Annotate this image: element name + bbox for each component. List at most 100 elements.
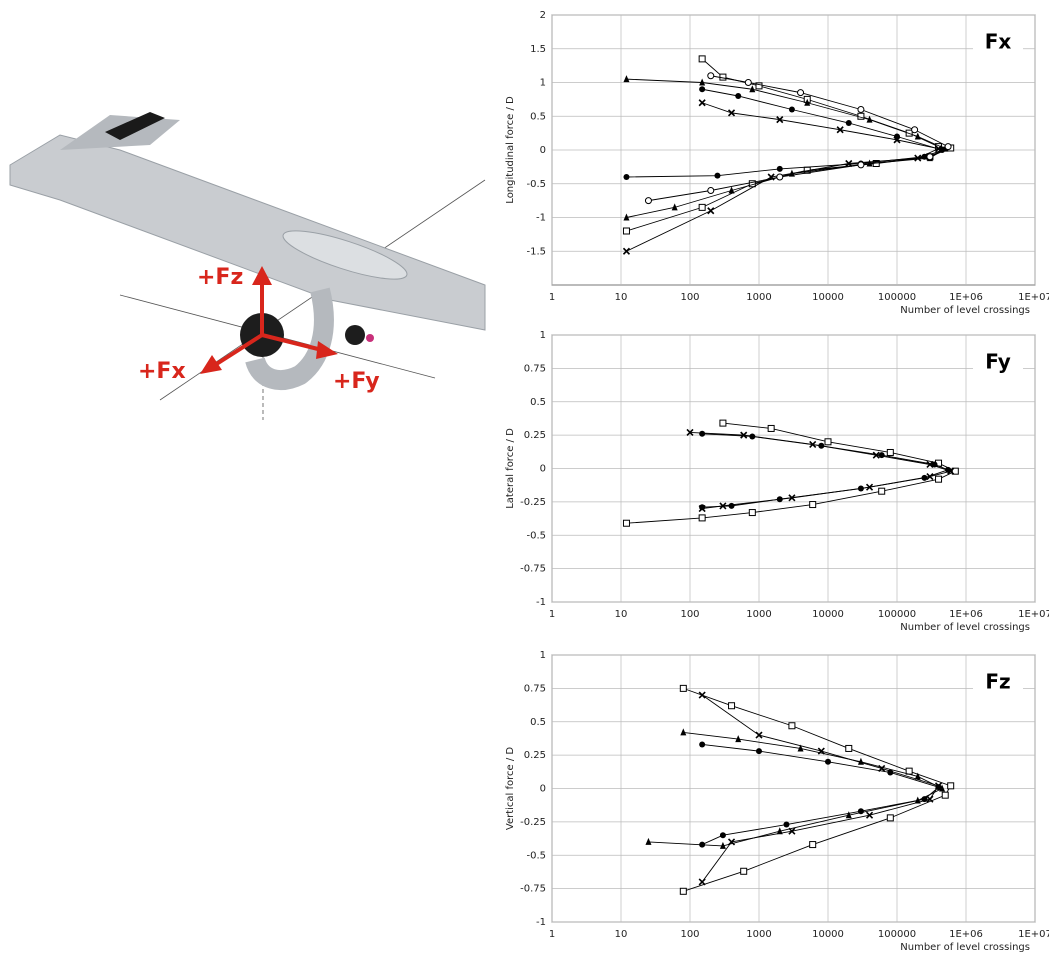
y-tick-label: -1: [536, 917, 546, 928]
y-tick-label: 0.25: [524, 430, 546, 441]
y-tick-label: -1: [536, 213, 546, 224]
x-tick-label: 1: [549, 609, 555, 620]
y-axis-label: Longitudinal force / D: [505, 96, 516, 204]
panel-title: Fy: [985, 350, 1011, 374]
y-tick-label: 0.75: [524, 363, 546, 374]
data-point: [729, 503, 735, 509]
data-point: [818, 443, 824, 449]
data-point: [699, 56, 705, 62]
force-label: +Fz: [197, 265, 243, 290]
lock-knob: [345, 325, 365, 345]
data-point: [858, 808, 864, 814]
x-axis-label: Number of level crossings: [900, 305, 1030, 316]
data-point: [749, 510, 755, 516]
y-tick-label: 0.25: [524, 750, 546, 761]
data-point: [858, 162, 864, 168]
data-point: [921, 796, 927, 802]
data-point: [887, 815, 893, 821]
data-point: [745, 80, 751, 86]
y-tick-label: 0: [540, 464, 546, 475]
data-point: [912, 127, 918, 133]
data-point: [945, 467, 951, 473]
x-tick-label: 10: [615, 292, 628, 303]
data-point: [948, 783, 954, 789]
data-point: [932, 461, 938, 467]
data-point: [887, 449, 893, 455]
x-tick-label: 100000: [878, 609, 916, 620]
data-point: [645, 198, 651, 204]
data-point: [846, 745, 852, 751]
x-tick-label: 1000: [746, 609, 771, 620]
panel-title: Fz: [985, 670, 1010, 694]
y-tick-label: 0.5: [530, 717, 546, 728]
y-tick-label: -0.25: [520, 497, 546, 508]
data-point: [942, 792, 948, 798]
data-point: [623, 228, 629, 234]
x-tick-label: 1000: [746, 929, 771, 940]
y-tick-label: 1: [540, 78, 546, 89]
data-point: [825, 439, 831, 445]
data-point: [858, 486, 864, 492]
y-tick-label: -0.75: [520, 884, 546, 895]
force-label: +Fy: [333, 369, 380, 394]
data-point: [879, 452, 885, 458]
data-point: [680, 685, 686, 691]
x-tick-label: 100: [680, 292, 699, 303]
x-tick-label: 1000: [746, 292, 771, 303]
x-tick-label: 1: [549, 292, 555, 303]
y-tick-label: -0.5: [526, 850, 546, 861]
x-tick-label: 1E+07: [1018, 292, 1049, 303]
data-point: [714, 173, 720, 179]
data-point: [906, 768, 912, 774]
data-point: [936, 476, 942, 482]
y-axis-label: Lateral force / D: [505, 428, 516, 509]
y-axis-label: Vertical force / D: [505, 747, 516, 831]
x-tick-label: 10000: [812, 929, 844, 940]
y-tick-label: -1: [536, 597, 546, 608]
x-tick-label: 10000: [812, 292, 844, 303]
data-point: [623, 174, 629, 180]
y-tick-label: 0: [540, 784, 546, 795]
x-tick-label: 100: [680, 929, 699, 940]
y-tick-label: 0: [540, 145, 546, 156]
data-point: [699, 741, 705, 747]
data-point: [777, 174, 783, 180]
y-tick-label: 1: [540, 650, 546, 661]
x-tick-label: 1E+06: [949, 292, 983, 303]
x-axis-label: Number of level crossings: [900, 622, 1030, 633]
data-point: [921, 475, 927, 481]
data-point: [708, 73, 714, 79]
data-point: [798, 90, 804, 96]
data-point: [729, 703, 735, 709]
data-point: [720, 420, 726, 426]
data-point: [720, 832, 726, 838]
y-tick-label: 0.5: [530, 111, 546, 122]
data-point: [699, 515, 705, 521]
y-tick-label: -0.75: [520, 564, 546, 575]
towbar-illustration: +Fz +Fx +Fy: [10, 112, 485, 420]
x-tick-label: 1: [549, 929, 555, 940]
x-tick-label: 100: [680, 609, 699, 620]
data-point: [783, 822, 789, 828]
data-point: [789, 723, 795, 729]
x-tick-label: 10: [615, 929, 628, 940]
data-point: [858, 107, 864, 113]
data-point: [699, 842, 705, 848]
data-point: [699, 86, 705, 92]
data-point: [708, 188, 714, 194]
data-point: [699, 504, 705, 510]
y-tick-label: 2: [540, 10, 546, 21]
data-point: [699, 204, 705, 210]
data-point: [858, 113, 864, 119]
force-label: +Fx: [138, 359, 186, 384]
data-point: [927, 154, 933, 160]
x-tick-label: 100000: [878, 929, 916, 940]
data-point: [749, 433, 755, 439]
y-tick-label: -0.25: [520, 817, 546, 828]
y-tick-label: -0.5: [526, 530, 546, 541]
data-point: [777, 496, 783, 502]
y-tick-label: 0.5: [530, 397, 546, 408]
x-tick-label: 1E+07: [1018, 609, 1049, 620]
data-point: [846, 120, 852, 126]
data-point: [945, 144, 951, 150]
